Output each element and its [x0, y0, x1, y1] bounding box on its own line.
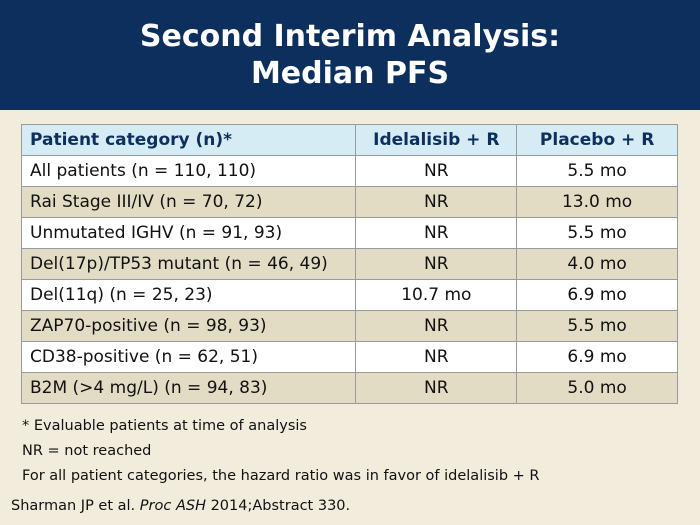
row-category: B2M (>4 mg/L) (n = 94, 83) — [20, 372, 357, 404]
footnote-evaluable: * Evaluable patients at time of analysis — [22, 418, 307, 434]
title-bar: Second Interim Analysis: Median PFS — [0, 0, 700, 110]
header-placebo: Placebo + R — [516, 124, 678, 156]
row-placebo-value: 5.5 mo — [516, 155, 678, 187]
citation-authors: Sharman JP et al. — [11, 498, 140, 514]
header-patient-category: Patient category (n)* — [20, 124, 357, 156]
row-idelalisib-value: NR — [355, 310, 518, 342]
row-idelalisib-value: NR — [355, 186, 518, 218]
row-idelalisib-value: NR — [355, 155, 518, 187]
row-placebo-value: 5.5 mo — [516, 217, 678, 249]
row-placebo-value: 6.9 mo — [516, 279, 678, 311]
row-placebo-value: 5.5 mo — [516, 310, 678, 342]
row-idelalisib-value: 10.7 mo — [355, 279, 518, 311]
row-category: ZAP70-positive (n = 98, 93) — [20, 310, 357, 342]
footnote-hazard-ratio: For all patient categories, the hazard r… — [22, 468, 540, 484]
table-row: Del(11q) (n = 25, 23) 10.7 mo 6.9 mo — [20, 279, 678, 311]
row-idelalisib-value: NR — [355, 372, 518, 404]
table-row: Rai Stage III/IV (n = 70, 72) NR 13.0 mo — [20, 186, 678, 218]
row-category: CD38-positive (n = 62, 51) — [20, 341, 357, 373]
row-category: Rai Stage III/IV (n = 70, 72) — [20, 186, 357, 218]
table-row: Unmutated IGHV (n = 91, 93) NR 5.5 mo — [20, 217, 678, 249]
header-idelalisib: Idelalisib + R — [355, 124, 518, 156]
row-idelalisib-value: NR — [355, 341, 518, 373]
row-placebo-value: 6.9 mo — [516, 341, 678, 373]
citation-journal: Proc ASH — [139, 498, 206, 514]
row-category: Del(17p)/TP53 mutant (n = 46, 49) — [20, 248, 357, 280]
pfs-table-container: Patient category (n)* Idelalisib + R Pla… — [20, 124, 678, 404]
slide-title-line-2: Median PFS — [250, 56, 450, 91]
table-row: ZAP70-positive (n = 98, 93) NR 5.5 mo — [20, 310, 678, 342]
table-header-row: Patient category (n)* Idelalisib + R Pla… — [20, 124, 678, 156]
table-row: B2M (>4 mg/L) (n = 94, 83) NR 5.0 mo — [20, 372, 678, 404]
row-idelalisib-value: NR — [355, 217, 518, 249]
footnote-nr-definition: NR = not reached — [22, 443, 152, 459]
table-row: Del(17p)/TP53 mutant (n = 46, 49) NR 4.0… — [20, 248, 678, 280]
row-placebo-value: 13.0 mo — [516, 186, 678, 218]
row-category: Del(11q) (n = 25, 23) — [20, 279, 357, 311]
footnotes: * Evaluable patients at time of analysis… — [22, 414, 539, 489]
row-category: All patients (n = 110, 110) — [20, 155, 357, 187]
table-row: All patients (n = 110, 110) NR 5.5 mo — [20, 155, 678, 187]
row-category: Unmutated IGHV (n = 91, 93) — [20, 217, 357, 249]
citation: Sharman JP et al. Proc ASH 2014;Abstract… — [11, 498, 350, 514]
row-placebo-value: 5.0 mo — [516, 372, 678, 404]
row-idelalisib-value: NR — [355, 248, 518, 280]
row-placebo-value: 4.0 mo — [516, 248, 678, 280]
slide-title-line-1: Second Interim Analysis: — [139, 19, 561, 54]
citation-details: 2014;Abstract 330. — [205, 498, 351, 514]
pfs-table: Patient category (n)* Idelalisib + R Pla… — [20, 124, 678, 404]
table-row: CD38-positive (n = 62, 51) NR 6.9 mo — [20, 341, 678, 373]
